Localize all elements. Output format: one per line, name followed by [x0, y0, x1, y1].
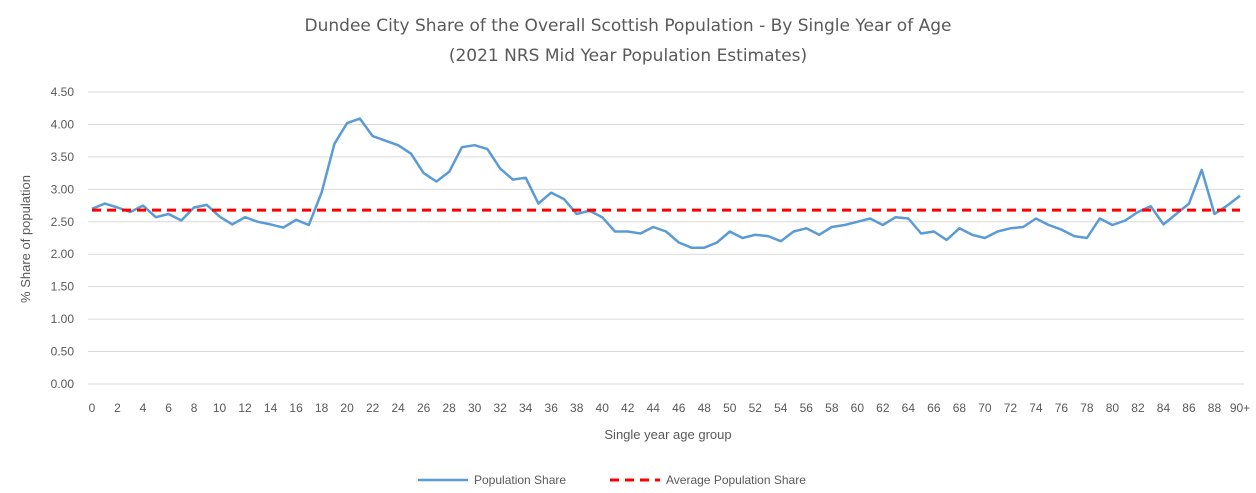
x-tick-label: 78: [1080, 401, 1094, 415]
legend-label: Average Population Share: [666, 473, 806, 487]
x-tick-label: 54: [774, 401, 788, 415]
x-tick-label: 76: [1055, 401, 1069, 415]
chart-title: Dundee City Share of the Overall Scottis…: [305, 16, 952, 36]
series-lines: [91, 117, 1241, 249]
x-tick-label: 28: [442, 401, 456, 415]
y-axis-title: % Share of population: [18, 175, 33, 303]
x-tick-label: 12: [238, 401, 252, 415]
x-tick-label: 84: [1157, 401, 1171, 415]
y-tick-label: 2.00: [51, 247, 75, 261]
x-tick-label: 24: [391, 401, 405, 415]
y-tick-label: 3.00: [51, 182, 75, 196]
y-tick-label: 1.00: [51, 312, 75, 326]
y-tick-label: 2.50: [51, 215, 75, 229]
x-tick-label: 82: [1131, 401, 1145, 415]
x-tick-label: 40: [596, 401, 610, 415]
y-axis-ticks: 0.00 0.50 1.00 1.50 2.00 2.50 3.00 3.50 4.00 4.50: [51, 85, 75, 391]
x-tick-label: 46: [672, 401, 686, 415]
x-tick-label: 38: [570, 401, 584, 415]
x-tick-label: 50: [723, 401, 737, 415]
x-tick-label: 0: [89, 401, 96, 415]
x-tick-label: 34: [519, 401, 533, 415]
x-tick-label: 4: [140, 401, 147, 415]
x-tick-label: 52: [749, 401, 763, 415]
y-tick-label: 4.00: [51, 117, 75, 131]
x-tick-label: 56: [800, 401, 814, 415]
x-tick-label: 18: [315, 401, 329, 415]
x-tick-label: 60: [851, 401, 865, 415]
x-tick-label: 90+: [1230, 401, 1250, 415]
x-tick-label: 10: [213, 401, 227, 415]
x-tick-label: 68: [953, 401, 967, 415]
x-tick-label: 86: [1182, 401, 1196, 415]
x-tick-label: 26: [417, 401, 431, 415]
x-tick-label: 64: [902, 401, 916, 415]
x-tick-label: 16: [289, 401, 303, 415]
x-tick-label: 88: [1208, 401, 1222, 415]
x-tick-label: 2: [114, 401, 121, 415]
x-tick-label: 44: [647, 401, 661, 415]
x-tick-label: 42: [621, 401, 635, 415]
x-axis-title: Single year age group: [604, 427, 731, 442]
y-tick-label: 4.50: [51, 85, 75, 99]
x-tick-label: 30: [468, 401, 482, 415]
gridlines: [88, 91, 1244, 385]
y-tick-label: 0.00: [51, 377, 75, 391]
y-tick-label: 3.50: [51, 150, 75, 164]
legend: Population Share Average Population Share: [418, 473, 806, 487]
x-tick-label: 48: [698, 401, 712, 415]
series-line-population-share: [91, 117, 1241, 249]
x-tick-label: 66: [927, 401, 941, 415]
x-tick-label: 70: [978, 401, 992, 415]
x-tick-label: 72: [1004, 401, 1018, 415]
x-tick-label: 62: [876, 401, 890, 415]
x-tick-label: 80: [1106, 401, 1120, 415]
x-tick-label: 6: [165, 401, 172, 415]
x-axis-ticks: 0 2 4 6 8 10 12 14 16 18 20 22 24 26 28 30 32 34 36 38 40 42 4…: [89, 401, 1251, 415]
x-tick-label: 22: [366, 401, 380, 415]
chart-subtitle: (2021 NRS Mid Year Population Estimates): [449, 46, 807, 66]
legend-label: Population Share: [474, 473, 566, 487]
x-tick-label: 32: [493, 401, 507, 415]
x-tick-label: 36: [545, 401, 559, 415]
x-tick-label: 14: [264, 401, 278, 415]
x-tick-label: 58: [825, 401, 839, 415]
x-tick-label: 74: [1029, 401, 1043, 415]
x-tick-label: 20: [340, 401, 354, 415]
x-tick-label: 8: [191, 401, 198, 415]
y-tick-label: 1.50: [51, 280, 75, 294]
y-tick-label: 0.50: [51, 345, 75, 359]
